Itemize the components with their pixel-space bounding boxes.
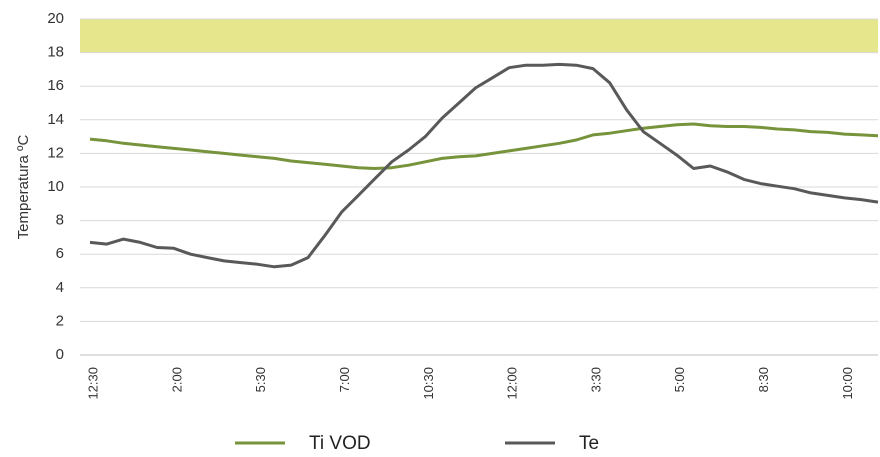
y-tick-label: 4 <box>56 279 64 296</box>
y-tick-label: 10 <box>47 178 64 195</box>
series-line <box>89 62 879 269</box>
x-tick-label: 12:00 <box>505 367 520 400</box>
x-tick-label: 3:30 <box>588 367 603 392</box>
x-tick-label: 2:00 <box>169 367 184 392</box>
x-tick-label: 5:30 <box>253 367 268 392</box>
series-line <box>89 122 879 170</box>
x-tick-label: 10:30 <box>421 367 436 400</box>
x-tick-label: 5:00 <box>672 367 687 392</box>
y-tick-label: 16 <box>47 77 64 94</box>
y-tick-label: 6 <box>56 245 64 262</box>
y-tick-label: 8 <box>56 212 64 229</box>
y-tick-label: 0 <box>56 346 64 363</box>
x-tick-label: 10:00 <box>840 367 855 400</box>
y-tick-label: 14 <box>47 111 64 128</box>
x-tick-label: 7:00 <box>337 367 352 392</box>
y-tick-label: 12 <box>47 144 64 161</box>
legend-label: Ti VOD <box>309 433 371 454</box>
y-tick-label: 2 <box>56 312 64 329</box>
x-tick-label: 8:30 <box>756 367 771 392</box>
comfort-band <box>80 19 878 53</box>
y-tick-label: 20 <box>47 10 64 27</box>
y-tick-label: 18 <box>47 44 64 61</box>
y-axis-label: Temperatura ºC <box>15 134 32 239</box>
legend-label: Te <box>579 433 599 454</box>
x-tick-label: 12:30 <box>85 367 100 400</box>
